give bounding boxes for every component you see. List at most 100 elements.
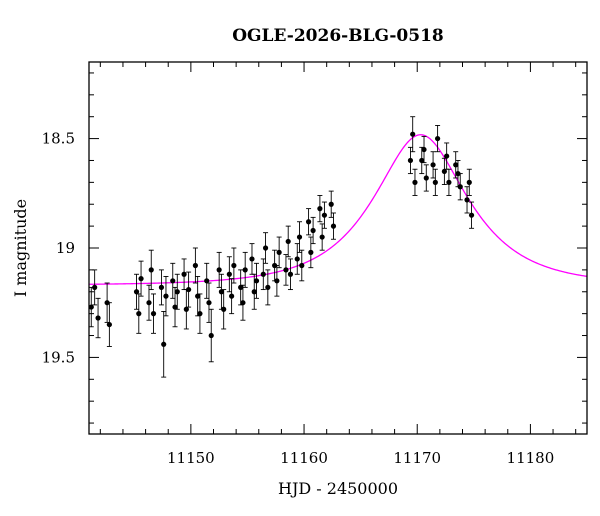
data-point bbox=[468, 212, 475, 218]
data-point bbox=[305, 219, 312, 225]
data-point bbox=[276, 249, 282, 255]
data-point bbox=[464, 197, 470, 203]
data-point bbox=[330, 223, 337, 229]
data-point bbox=[204, 278, 210, 284]
data-point bbox=[249, 256, 255, 262]
data-point bbox=[161, 341, 167, 347]
data-point bbox=[299, 262, 305, 269]
data-point bbox=[197, 311, 203, 317]
data-point-group bbox=[446, 168, 452, 196]
data-point bbox=[285, 238, 291, 245]
model-curve bbox=[89, 134, 587, 285]
data-point-group bbox=[419, 146, 425, 175]
x-tick-label: 11160 bbox=[280, 449, 328, 467]
data-point bbox=[146, 300, 152, 306]
data-point bbox=[95, 315, 101, 321]
data-point-group bbox=[146, 284, 152, 321]
data-point bbox=[218, 289, 225, 295]
data-point bbox=[163, 293, 169, 299]
data-point-group bbox=[163, 275, 169, 317]
chart-title: OGLE-2026-BLG-0518 bbox=[232, 26, 444, 46]
data-point-group bbox=[283, 254, 289, 286]
data-point-group bbox=[441, 157, 447, 185]
data-point-group bbox=[231, 247, 237, 284]
x-tick-label: 11180 bbox=[507, 449, 555, 467]
data-point bbox=[206, 300, 212, 306]
data-point bbox=[253, 278, 260, 284]
data-point-group bbox=[296, 221, 303, 253]
data-point-group bbox=[412, 168, 418, 196]
data-point-group bbox=[287, 258, 294, 291]
data-point bbox=[328, 201, 334, 207]
data-point-group bbox=[150, 293, 157, 334]
data-point bbox=[240, 300, 246, 306]
data-point bbox=[226, 271, 232, 277]
data-point bbox=[92, 284, 98, 290]
data-point-group bbox=[92, 269, 98, 306]
data-point bbox=[317, 206, 323, 212]
data-point bbox=[181, 271, 187, 277]
data-point-group bbox=[158, 269, 165, 306]
data-point-group bbox=[305, 208, 312, 236]
data-point-group bbox=[226, 256, 232, 293]
data-point bbox=[453, 162, 459, 168]
data-point bbox=[432, 179, 438, 185]
data-point-group bbox=[308, 236, 314, 269]
data-point-group bbox=[299, 249, 305, 282]
data-point bbox=[136, 311, 142, 317]
data-point bbox=[294, 256, 300, 262]
data-point bbox=[262, 245, 269, 251]
data-point-group bbox=[242, 251, 248, 288]
plot-frame bbox=[88, 61, 588, 435]
data-point bbox=[274, 278, 280, 284]
data-point bbox=[150, 311, 157, 317]
data-point-group bbox=[138, 260, 144, 297]
x-tick-label: 11170 bbox=[393, 449, 441, 467]
data-point-group bbox=[321, 201, 328, 229]
data-point bbox=[174, 289, 180, 295]
data-point bbox=[287, 271, 294, 277]
data-point-group bbox=[435, 125, 441, 153]
data-point-group bbox=[262, 232, 269, 264]
data-point bbox=[148, 267, 154, 273]
data-point-group bbox=[161, 311, 167, 378]
y-tick-label: 18.5 bbox=[42, 130, 75, 148]
data-point-group bbox=[174, 273, 180, 310]
data-point-group bbox=[106, 302, 112, 347]
data-point bbox=[172, 304, 178, 310]
data-point bbox=[412, 179, 418, 185]
data-point bbox=[430, 162, 436, 168]
data-point-group bbox=[430, 151, 436, 179]
y-tick-label: 19.5 bbox=[42, 348, 75, 366]
data-point bbox=[419, 157, 425, 164]
data-point bbox=[265, 284, 271, 290]
data-point bbox=[89, 304, 94, 310]
data-point bbox=[133, 289, 140, 295]
data-point-group bbox=[274, 265, 280, 297]
data-point bbox=[410, 131, 416, 137]
data-point bbox=[183, 306, 189, 312]
data-point-group bbox=[464, 186, 470, 214]
data-point-group bbox=[285, 225, 291, 258]
data-point bbox=[229, 293, 235, 299]
data-point-group bbox=[208, 308, 214, 363]
data-point bbox=[423, 175, 429, 181]
x-axis-label: HJD - 2450000 bbox=[278, 479, 398, 498]
y-tick-label: 19 bbox=[56, 239, 75, 257]
data-point bbox=[186, 286, 192, 293]
data-point-group bbox=[423, 164, 429, 192]
data-point-group bbox=[133, 273, 140, 310]
data-point bbox=[444, 153, 450, 159]
data-point bbox=[308, 249, 314, 255]
data-point-group bbox=[148, 249, 154, 291]
data-point bbox=[296, 234, 303, 240]
data-point bbox=[242, 267, 248, 273]
data-point bbox=[192, 262, 198, 269]
data-point-group bbox=[186, 271, 192, 308]
data-point bbox=[251, 289, 257, 295]
data-point-group bbox=[181, 258, 187, 291]
data-point bbox=[138, 276, 144, 282]
data-point-group bbox=[229, 278, 235, 315]
data-point bbox=[170, 278, 176, 284]
